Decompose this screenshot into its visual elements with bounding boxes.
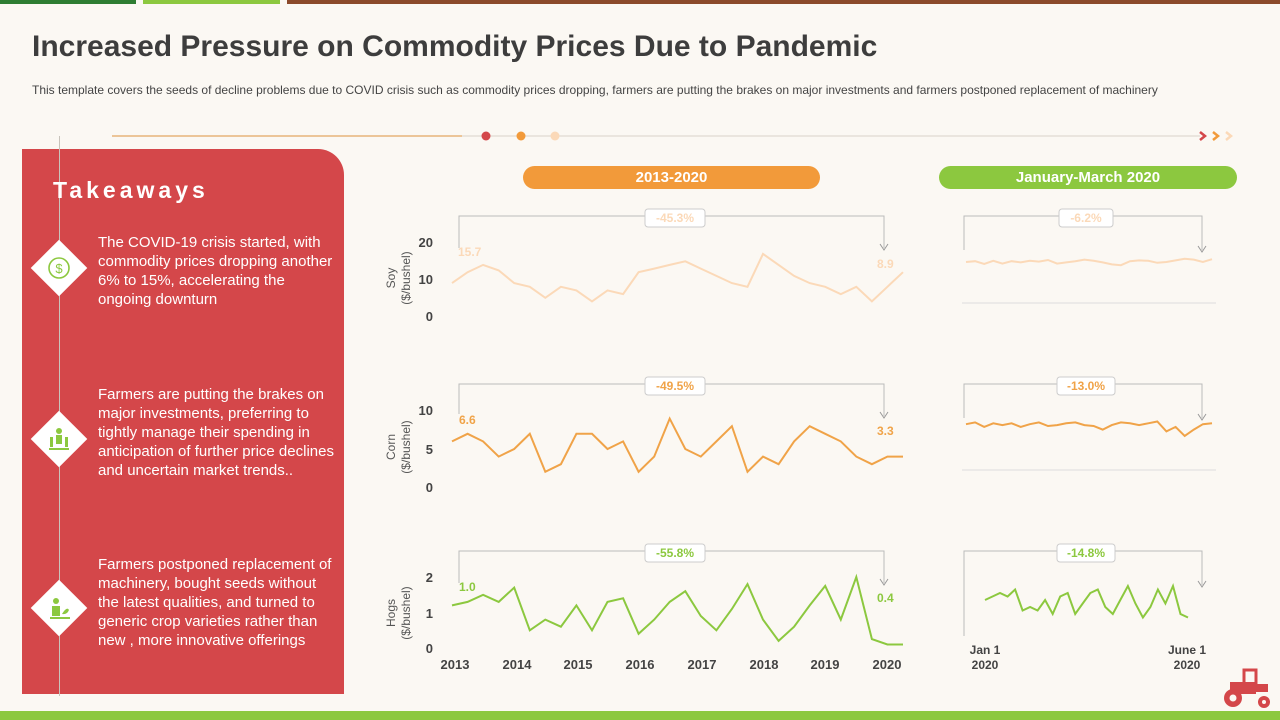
corn-ylabel-line2: ($/bushel) [399, 420, 413, 473]
period-pill-jan-mar-2020: January-March 2020 [939, 166, 1237, 189]
page-title: Increased Pressure on Commodity Prices D… [32, 30, 878, 63]
hogs-ytick-2: 2 [426, 570, 433, 585]
xtick-june1: June 1 [1168, 643, 1206, 657]
xtick-2015: 2015 [564, 657, 593, 672]
corn-ytick-0: 0 [426, 480, 433, 495]
seed-icon [50, 598, 70, 619]
top-bar-dark-green [0, 0, 136, 4]
soy-ytick-20: 20 [419, 235, 433, 250]
hogs-line-2013-2020 [451, 573, 903, 646]
soy-short-bracket-arrow [1197, 245, 1207, 253]
hogs-ytick-0: 0 [426, 641, 433, 656]
xtick-2016: 2016 [626, 657, 655, 672]
takeaway-1-text: The COVID-19 crisis started, with commod… [98, 234, 333, 308]
hogs-ylabel-line2: ($/bushel) [399, 586, 413, 639]
hogs-line-jan-mar-2020 [984, 582, 1189, 620]
takeaway-3-text: Farmers postponed replacement of machine… [98, 556, 332, 649]
dollar-icon: $ [48, 257, 70, 279]
hogs-ytick-1: 1 [426, 606, 433, 621]
soy-ytick-0: 0 [426, 309, 433, 324]
corn-short-change-box [1056, 376, 1116, 396]
xtick-2019: 2019 [811, 657, 840, 672]
soy-line-jan-mar-2020 [965, 257, 1213, 267]
soy-change-label: -45.3% [656, 211, 694, 225]
corn-end-label: 3.3 [877, 424, 894, 438]
top-bar-light-green [143, 0, 280, 4]
xtick-2018: 2018 [750, 657, 779, 672]
takeaway-2-text: Farmers are putting the brakes on major … [98, 386, 334, 479]
soy-start-label: 15.7 [458, 245, 482, 259]
hogs-start-label: 1.0 [459, 580, 476, 594]
soy-short-change-box [1058, 208, 1114, 228]
soy-bracket-arrow [879, 243, 889, 251]
xtick-2014: 2014 [503, 657, 533, 672]
corn-short-change-label: -13.0% [1067, 379, 1105, 393]
hogs-change-label: -55.8% [656, 546, 694, 560]
corn-ylabel-line1: Corn [384, 434, 398, 460]
xtick-jan1: Jan 1 [970, 643, 1001, 657]
grass-strip [0, 711, 1280, 720]
timeline-arrow-3 [1225, 131, 1234, 141]
xtick-2017: 2017 [688, 657, 717, 672]
hogs-short-change-label: -14.8% [1067, 546, 1105, 560]
corn-line-2013-2020 [451, 416, 903, 474]
timeline-arrow-2 [1212, 131, 1221, 141]
hogs-change-box [644, 543, 706, 563]
hogs-bracket-arrow [879, 578, 889, 586]
soy-short-change-label: -6.2% [1070, 211, 1102, 225]
corn-short-bracket-arrow [1197, 413, 1207, 421]
hogs-short-change-box [1056, 543, 1116, 563]
hogs-short-bracket-arrow [1197, 580, 1207, 588]
top-bar-brown [287, 0, 1280, 4]
timeline-dot-orange [516, 131, 526, 141]
xtick-2013: 2013 [441, 657, 470, 672]
hogs-end-label: 0.4 [877, 591, 894, 605]
page-subtitle: This template covers the seeds of declin… [32, 83, 1158, 97]
corn-bracket-arrow [879, 411, 889, 419]
timeline-dot-red [481, 131, 491, 141]
timeline-dot-peach [550, 131, 560, 141]
farmer-icon [49, 428, 69, 450]
corn-change-label: -49.5% [656, 379, 694, 393]
corn-start-label: 6.6 [459, 413, 476, 427]
corn-line-jan-mar-2020 [965, 420, 1213, 438]
timeline-arrow-1 [1199, 131, 1208, 141]
tractor-icon [1224, 668, 1270, 708]
xtick-2020: 2020 [873, 657, 902, 672]
soy-change-box [644, 208, 706, 228]
soy-line-2013-2020 [451, 252, 904, 303]
soy-ylabel-line1: Soy [384, 268, 398, 289]
hogs-ylabel-line1: Hogs [384, 599, 398, 627]
xtick-jan1-year: 2020 [972, 658, 999, 672]
xtick-june1-year: 2020 [1174, 658, 1201, 672]
soy-ylabel-line2: ($/bushel) [399, 251, 413, 304]
soy-ytick-10: 10 [419, 272, 433, 287]
period-pill-2013-2020: 2013-2020 [523, 166, 820, 189]
soy-end-label: 8.9 [877, 257, 894, 271]
corn-change-box [644, 376, 706, 396]
svg-text:$: $ [55, 261, 63, 276]
corn-ytick-10: 10 [419, 403, 433, 418]
takeaways-title: Takeaways [53, 177, 209, 203]
corn-ytick-5: 5 [426, 442, 433, 457]
